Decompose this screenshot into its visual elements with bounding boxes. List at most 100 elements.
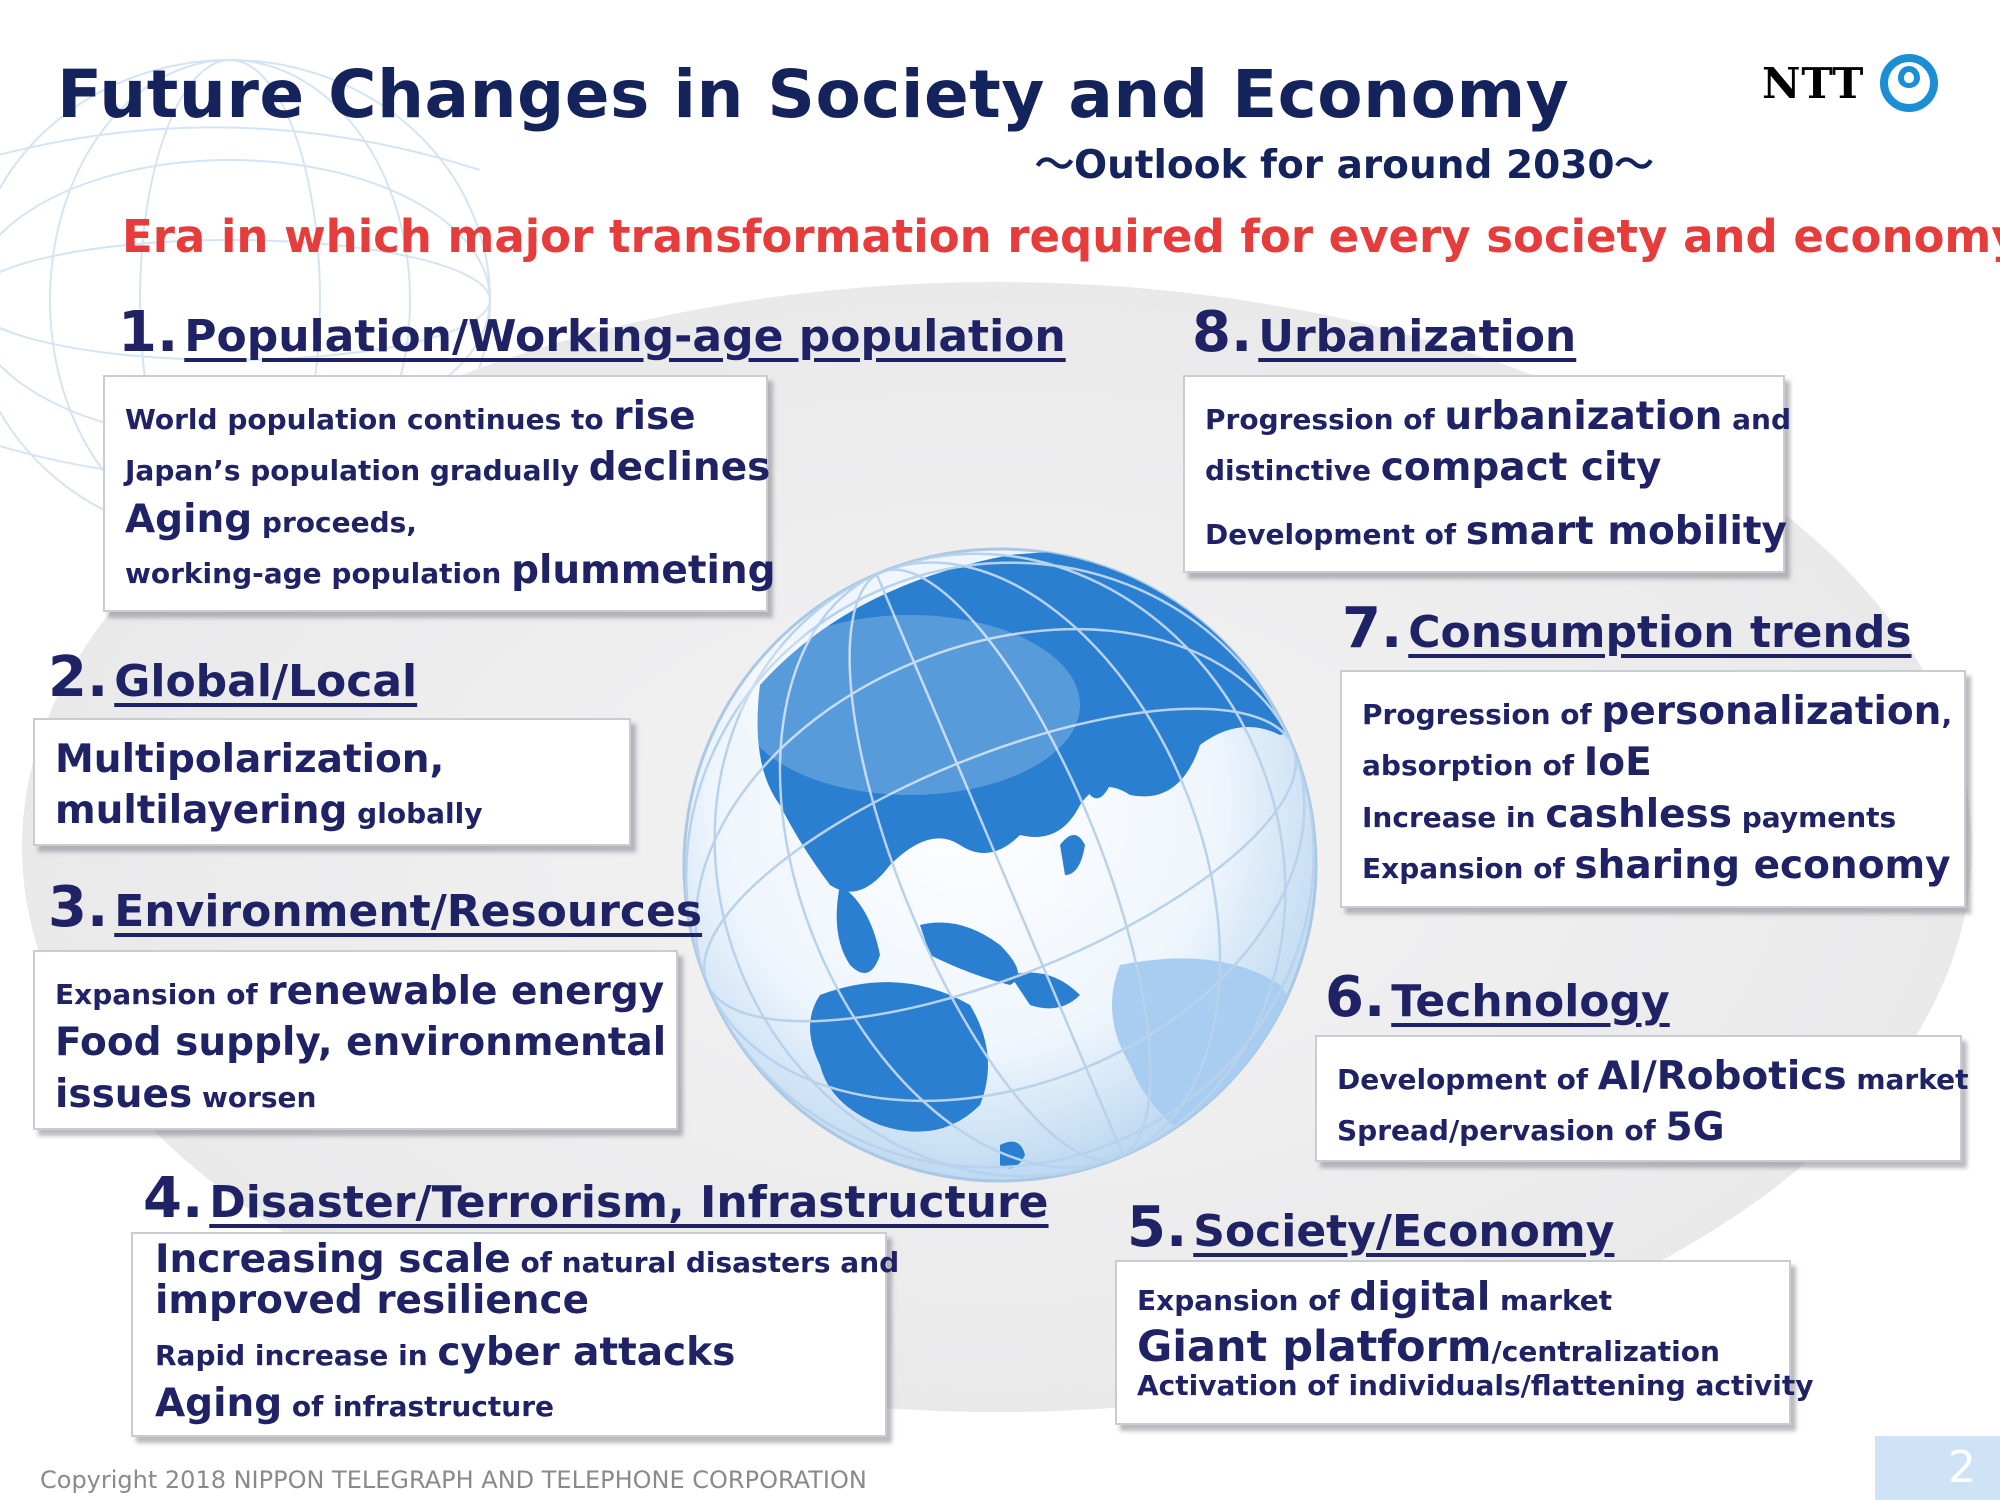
box-disaster: Increasing scale of natural disasters an… [131,1232,899,1437]
section-title: Disaster/Terrorism, Infrastructure [209,1177,1049,1228]
text-emphasis: Aging [155,1381,283,1427]
text-emphasis: multilayering [55,788,348,834]
text-normal: market [1490,1284,1613,1317]
text-line: Japan’s population gradually declines [125,442,770,493]
text-line: Expansion of sharing economy [1362,840,1951,891]
text-emphasis: personalization [1601,689,1942,734]
section-number: 4. [143,1166,204,1231]
text-line: distinctive compact city [1205,442,1763,493]
text-line: Development of AI/Robotics market [1337,1051,1968,1102]
box-technology: Development of AI/Robotics market Spread… [1315,1035,1968,1162]
heading-technology: 6. Technology [1325,965,1670,1030]
text-normal: Expansion of [1362,852,1575,886]
section-title: Consumption trends [1408,607,1912,658]
section-title: Global/Local [114,656,418,707]
text-emphasis: Giant platform [1137,1321,1492,1372]
section-title: Urbanization [1258,311,1577,362]
text-line: Aging proceeds, [125,494,746,545]
text-normal: Activation of individuals/flattening act… [1137,1368,1814,1402]
text-emphasis: renewable energy [267,969,665,1014]
heading-global-local: 2. Global/Local [48,645,417,710]
heading-disaster: 4. Disaster/Terrorism, Infrastructure [143,1166,1049,1231]
text-normal: payments [1732,800,1897,834]
text-emphasis: Aging [125,496,253,542]
text-emphasis: cyber attacks [437,1329,736,1375]
text-line: Rapid increase in cyber attacks [155,1327,865,1378]
text-line: Progression of personalization, [1362,686,1952,737]
text-emphasis: smart mobility [1465,508,1787,554]
text-normal: Development of [1205,517,1466,551]
text-line: Progression of urbanization and [1205,391,1791,442]
text-emphasis: Multipolarization, [55,737,445,782]
section-number: 6. [1325,965,1386,1030]
text-emphasis: plummeting [511,548,776,594]
text-normal: globally [347,797,483,831]
text-emphasis: declines [588,445,771,491]
text-normal: and [1722,403,1791,436]
text-normal: distinctive [1205,454,1381,488]
text-line: issues worsen [55,1069,656,1120]
text-line: Multipolarization, [55,734,609,785]
text-line: improved resilience [155,1279,865,1323]
text-line: Spread/pervasion of 5G [1337,1102,1940,1153]
text-normal: Expansion of [55,978,268,1011]
box-population: World population continues to rise Japan… [103,375,776,612]
section-title: Technology [1391,976,1670,1027]
box-environment: Expansion of renewable energy Food suppl… [33,950,678,1130]
text-normal: Development of [1337,1063,1598,1096]
heading-urbanization: 8. Urbanization [1192,300,1576,365]
ntt-ring-logo-icon [1880,54,1939,112]
box-urbanization: Progression of urbanization and distinct… [1183,375,1791,573]
section-number: 1. [118,300,179,365]
box-consumption: Progression of personalization, absorpti… [1340,670,1966,908]
text-line: multilayering globally [55,785,609,836]
text-emphasis: digital [1349,1275,1491,1320]
text-normal: Expansion of [1137,1284,1350,1317]
heading-consumption: 7. Consumption trends [1342,596,1912,661]
text-normal: market [1846,1063,1969,1096]
text-line: absorption of IoE [1362,737,1944,788]
text-normal: , [1941,698,1953,731]
copyright-footer: Copyright 2018 NIPPON TELEGRAPH AND TELE… [40,1466,867,1494]
text-normal: proceeds, [252,505,417,539]
text-line: Food supply, environmental [55,1017,666,1068]
text-emphasis: Increasing scale [155,1237,511,1282]
text-emphasis: sharing economy [1574,843,1951,889]
heading-population: 1. Population/Working-age population [118,300,1066,365]
ntt-logo: NTT [1762,52,1940,114]
section-number: 5. [1127,1195,1188,1260]
text-normal: World population continues to [125,403,614,436]
text-normal: worsen [192,1080,317,1114]
era-statement: Era in which major transformation requir… [122,210,2000,263]
text-line: Expansion of renewable energy [55,966,664,1017]
text-line: Activation of individuals/flattening act… [1137,1370,1813,1402]
text-normal: Progression of [1362,698,1602,731]
text-line: working-age population plummeting [125,545,776,596]
text-emphasis: Food supply, environmental [55,1020,667,1066]
text-line: Increasing scale of natural disasters an… [155,1237,899,1282]
text-emphasis: 5G [1665,1105,1725,1151]
section-title: Population/Working-age population [184,311,1066,362]
section-number: 2. [48,645,109,710]
text-line: Aging of infrastructure [155,1378,865,1429]
box-society-economy: Expansion of digital market Giant platfo… [1115,1260,1813,1425]
box-global-local: Multipolarization, multilayering globall… [33,718,631,846]
text-emphasis: issues [55,1071,193,1117]
text-emphasis: IoE [1583,740,1652,786]
page-number: 2 [1875,1436,2000,1500]
text-normal: Spread/pervasion of [1337,1114,1666,1148]
logo-text: NTT [1762,58,1865,108]
text-normal: working-age population [125,557,512,591]
section-number: 8. [1192,300,1253,365]
section-title: Society/Economy [1193,1206,1615,1257]
text-line: Development of smart mobility [1205,506,1787,557]
text-normal: of infrastructure [282,1390,554,1424]
section-number: 7. [1342,596,1403,661]
text-line: Giant platform/centralization [1137,1323,1769,1371]
text-line: World population continues to rise [125,391,746,442]
section-number: 3. [48,875,109,940]
text-emphasis: AI/Robotics [1597,1054,1847,1099]
text-line: Expansion of digital market [1137,1274,1769,1323]
page-title: Future Changes in Society and Economy [57,56,1570,133]
text-line: Increase in cashless payments [1362,789,1944,840]
